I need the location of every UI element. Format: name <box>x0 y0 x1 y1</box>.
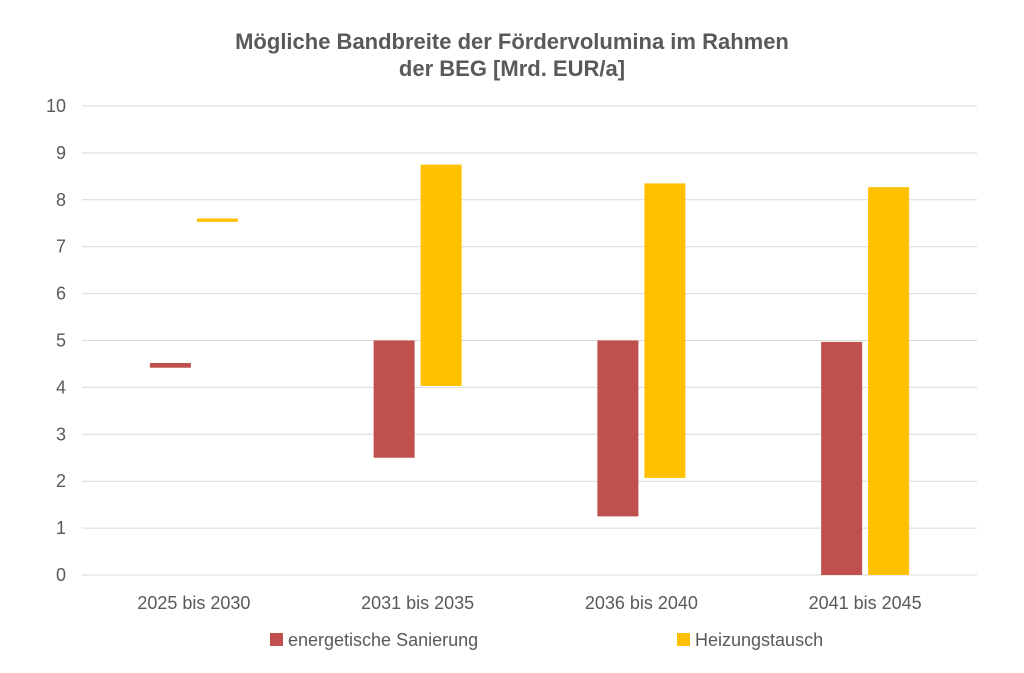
chart-title: Mögliche Bandbreite der Fördervolumina i… <box>0 28 1024 82</box>
legend-label-0: energetische Sanierung <box>288 630 478 650</box>
y-tick-label-5: 5 <box>56 331 66 351</box>
bar-heizungstausch-2 <box>644 183 686 478</box>
x-tick-label-3: 2041 bis 2045 <box>809 593 922 613</box>
bar-heizungstausch-3 <box>868 187 910 575</box>
y-tick-label-7: 7 <box>56 237 66 257</box>
bars <box>149 164 910 575</box>
y-tick-label-8: 8 <box>56 190 66 210</box>
bar-sanierung-3 <box>821 341 863 575</box>
x-axis-ticks: 2025 bis 2030 2031 bis 2035 2036 bis 2040 2… <box>137 593 921 613</box>
y-tick-label-9: 9 <box>56 143 66 163</box>
bar-heizungstausch-0 <box>196 218 238 222</box>
x-tick-label-0: 2025 bis 2030 <box>137 593 250 613</box>
x-tick-label-2: 2036 bis 2040 <box>585 593 698 613</box>
legend-label-1: Heizungstausch <box>695 630 823 650</box>
y-tick-label-1: 1 <box>56 518 66 538</box>
y-tick-label-4: 4 <box>56 377 66 397</box>
y-tick-label-2: 2 <box>56 471 66 491</box>
y-tick-label-0: 0 <box>56 565 66 585</box>
bar-sanierung-1 <box>373 340 415 458</box>
y-tick-label-3: 3 <box>56 424 66 444</box>
y-tick-label-10: 10 <box>46 96 66 116</box>
bar-heizungstausch-1 <box>420 164 462 386</box>
chart-title-line-1: Mögliche Bandbreite der Fördervolumina i… <box>235 29 789 54</box>
bar-sanierung-0 <box>149 363 191 368</box>
bar-sanierung-2 <box>597 340 639 517</box>
x-tick-label-1: 2031 bis 2035 <box>361 593 474 613</box>
y-axis-ticks: 0 1 2 3 4 5 6 7 8 9 10 <box>46 96 66 585</box>
chart-title-line-2: der BEG [Mrd. EUR/a] <box>398 56 626 81</box>
legend: energetische Sanierung Heizungstausch <box>270 630 823 650</box>
y-tick-label-6: 6 <box>56 284 66 304</box>
legend-swatch-0 <box>270 633 283 646</box>
legend-swatch-1 <box>677 633 690 646</box>
